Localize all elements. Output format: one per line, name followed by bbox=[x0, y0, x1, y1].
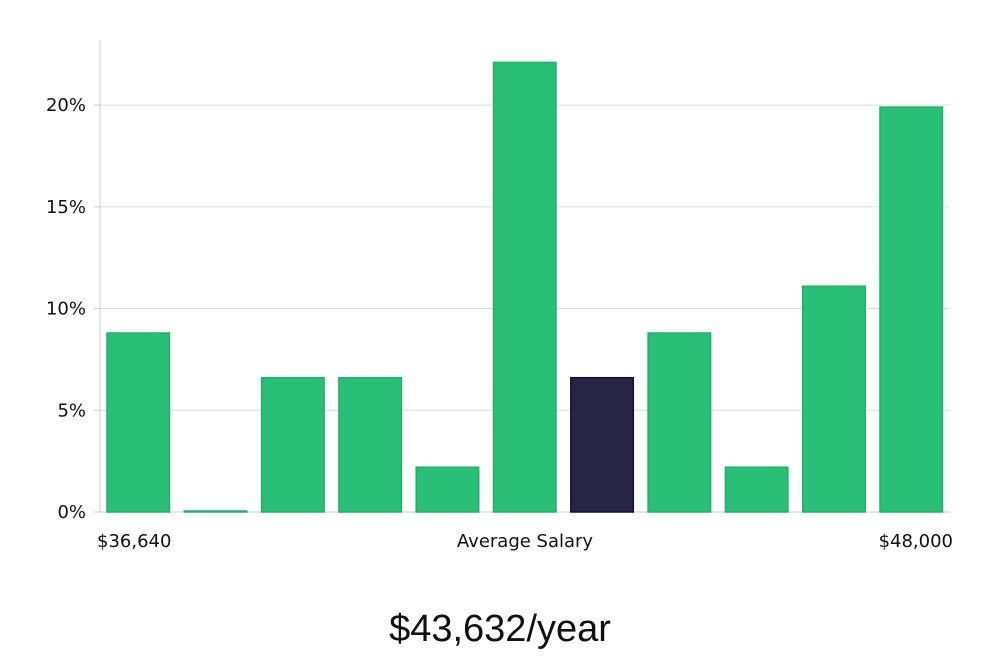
bar bbox=[647, 332, 712, 513]
bar bbox=[879, 106, 944, 513]
y-tick-label: 10% bbox=[46, 299, 86, 320]
bar bbox=[106, 332, 171, 513]
average-salary-value: $43,632/year bbox=[389, 608, 611, 650]
bar bbox=[724, 466, 789, 513]
bar bbox=[801, 285, 866, 513]
x-axis-title: Average Salary bbox=[457, 531, 594, 552]
y-tick-labels: 0% 5% 10% 15% 20% bbox=[46, 95, 100, 523]
bar bbox=[260, 376, 325, 513]
bar bbox=[183, 510, 248, 513]
bars bbox=[106, 61, 944, 513]
y-tick-label: 5% bbox=[57, 400, 86, 421]
y-tick-label: 0% bbox=[57, 502, 86, 523]
x-axis-min-label: $36,640 bbox=[97, 531, 171, 552]
bar-highlighted bbox=[570, 376, 635, 513]
y-tick-label: 20% bbox=[46, 95, 86, 116]
x-axis-max-label: $48,000 bbox=[879, 531, 953, 552]
bar bbox=[415, 466, 480, 513]
bar bbox=[492, 61, 557, 513]
bar bbox=[338, 376, 403, 513]
y-tick-label: 15% bbox=[46, 197, 86, 218]
